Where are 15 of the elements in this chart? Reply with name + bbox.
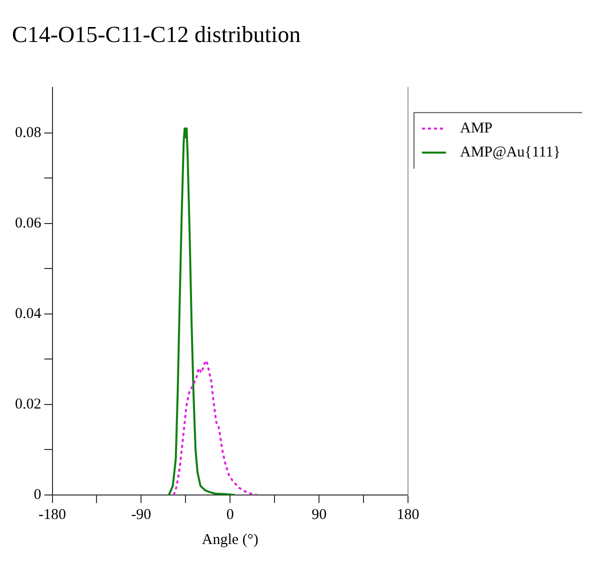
x-axis-title: Angle (°) <box>202 532 258 548</box>
y-tick-label: 0.08 <box>15 124 42 141</box>
y-tick-label: 0.02 <box>15 396 42 412</box>
line-series <box>172 360 258 495</box>
x-tick-label: 90 <box>312 506 327 523</box>
y-tick-label: 0.06 <box>15 215 42 232</box>
legend-label: AMP@Au{111} <box>460 144 560 161</box>
legend-label: AMP <box>460 120 493 137</box>
chart-title: C14-O15-C11-C12 distribution <box>12 22 302 47</box>
y-tick-label: 0.04 <box>15 306 42 322</box>
x-tick-label: -90 <box>131 506 152 523</box>
x-tick-label: -180 <box>38 506 66 523</box>
x-tick-label: 0 <box>226 506 234 523</box>
x-tick-label: 180 <box>396 506 420 523</box>
y-tick-label: 0 <box>34 486 42 503</box>
